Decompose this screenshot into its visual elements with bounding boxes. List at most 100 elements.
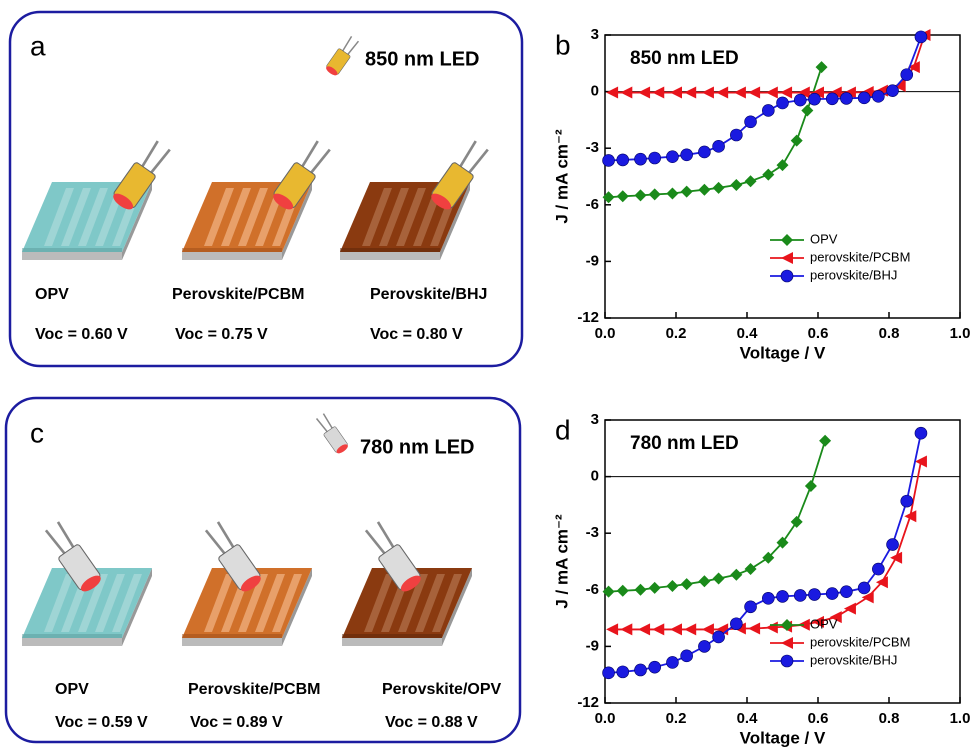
y-tick-label: -12 <box>577 309 599 326</box>
y-tick-label: -9 <box>586 252 599 269</box>
marker <box>684 623 696 635</box>
y-tick-label: -9 <box>586 637 599 654</box>
marker <box>901 69 913 81</box>
marker <box>748 87 760 99</box>
marker <box>603 667 615 679</box>
annotation: 850 nm LED <box>630 48 739 69</box>
marker <box>808 93 820 105</box>
marker <box>635 584 647 596</box>
substrate-shade <box>22 634 122 638</box>
marker <box>777 159 789 171</box>
marker <box>840 92 852 104</box>
marker <box>858 582 870 594</box>
voc-label: Voc = 0.60 V <box>35 326 128 343</box>
substrate-shade <box>342 634 442 638</box>
marker <box>635 153 647 165</box>
marker <box>745 175 757 187</box>
marker <box>801 104 813 116</box>
legend-marker <box>781 270 793 282</box>
marker <box>791 516 803 528</box>
device-name: Perovskite/PCBM <box>172 286 305 303</box>
legend-label: OPV <box>810 616 838 631</box>
marker <box>826 588 838 600</box>
marker <box>606 87 618 99</box>
marker <box>681 650 693 662</box>
device-name: OPV <box>55 681 89 698</box>
marker <box>730 569 742 581</box>
legend-label: OPV <box>810 231 838 246</box>
marker <box>617 585 629 597</box>
marker <box>698 575 710 587</box>
marker <box>638 623 650 635</box>
x-tick-label: 0.2 <box>666 710 687 727</box>
x-tick-label: 0.8 <box>879 710 900 727</box>
voc-label: Voc = 0.89 V <box>190 714 283 731</box>
marker <box>635 664 647 676</box>
marker <box>713 182 725 194</box>
marker <box>698 640 710 652</box>
marker <box>698 184 710 196</box>
marker <box>901 495 913 507</box>
marker <box>872 90 884 102</box>
marker <box>766 622 778 634</box>
marker <box>681 186 693 198</box>
marker <box>826 93 838 105</box>
marker <box>805 480 817 492</box>
substrate-edge <box>22 252 122 260</box>
led-leg <box>317 418 328 433</box>
marker <box>649 152 661 164</box>
marker <box>666 580 678 592</box>
marker <box>649 188 661 200</box>
y-tick-label: -6 <box>586 581 599 598</box>
marker <box>840 586 852 598</box>
marker <box>713 631 725 643</box>
marker <box>887 539 899 551</box>
x-tick-label: 1.0 <box>950 325 970 342</box>
led-label: 780 nm LED <box>360 436 474 458</box>
marker <box>670 87 682 99</box>
marker <box>915 427 927 439</box>
led-icon <box>314 412 350 455</box>
voc-label: Voc = 0.75 V <box>175 326 268 343</box>
marker <box>681 149 693 161</box>
y-tick-label: 0 <box>591 83 599 100</box>
marker <box>638 87 650 99</box>
y-tick-label: -3 <box>586 139 599 156</box>
marker <box>794 94 806 106</box>
led-icon <box>324 34 360 77</box>
annotation: 780 nm LED <box>630 433 739 454</box>
marker <box>819 435 831 447</box>
y-tick-label: 3 <box>591 411 599 428</box>
y-axis-label: J / mA cm⁻² <box>552 129 571 224</box>
y-tick-label: 3 <box>591 26 599 43</box>
led-leg <box>206 529 226 556</box>
marker <box>716 87 728 99</box>
marker <box>794 589 806 601</box>
x-axis-label: Voltage / V <box>740 343 826 362</box>
y-tick-label: -12 <box>577 694 599 711</box>
legend-marker <box>781 252 793 264</box>
marker <box>617 666 629 678</box>
marker <box>858 92 870 104</box>
marker <box>617 154 629 166</box>
marker <box>617 190 629 202</box>
marker <box>816 61 828 73</box>
marker <box>745 116 757 128</box>
device-name: OPV <box>35 286 69 303</box>
marker <box>872 563 884 575</box>
marker <box>666 656 678 668</box>
marker <box>620 87 632 99</box>
marker <box>745 601 757 613</box>
marker <box>915 31 927 43</box>
marker <box>730 618 742 630</box>
marker <box>702 87 714 99</box>
led-leg <box>366 529 386 556</box>
marker <box>766 87 778 99</box>
marker <box>670 623 682 635</box>
x-tick-label: 0.8 <box>879 325 900 342</box>
marker <box>666 151 678 163</box>
led-label: 850 nm LED <box>365 48 479 70</box>
x-tick-label: 0.6 <box>808 325 829 342</box>
x-tick-label: 0.0 <box>595 325 616 342</box>
x-tick-label: 0.0 <box>595 710 616 727</box>
